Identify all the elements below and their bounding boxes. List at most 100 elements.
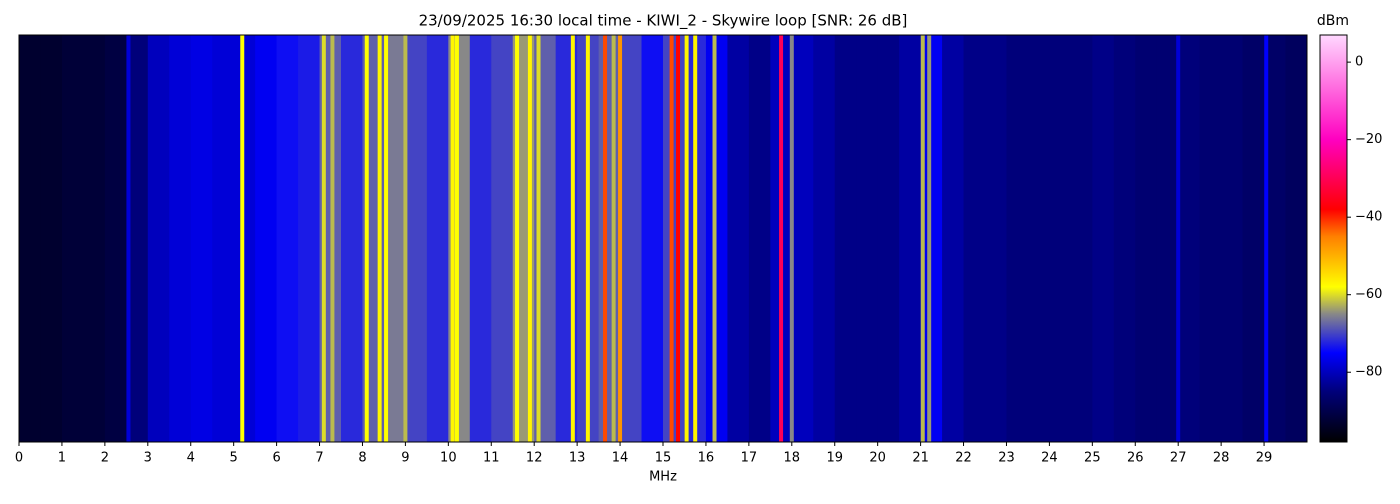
signal-line bbox=[330, 35, 335, 442]
spectrum-band bbox=[791, 35, 814, 442]
spectrum-band bbox=[276, 35, 299, 442]
spectrum-band bbox=[705, 35, 728, 442]
x-tick-label: 22 bbox=[955, 451, 972, 466]
x-tick-label: 19 bbox=[826, 451, 843, 466]
x-tick-label: 14 bbox=[612, 451, 629, 466]
spectrum-band bbox=[1049, 35, 1072, 442]
x-tick-label: 5 bbox=[230, 451, 238, 466]
spectrum-band bbox=[1242, 35, 1265, 442]
spectrum-band bbox=[1006, 35, 1029, 442]
signal-line bbox=[712, 35, 717, 442]
x-tick-label: 24 bbox=[1041, 451, 1058, 466]
colorbar-tick-label: −80 bbox=[1355, 365, 1382, 380]
spectrum-band bbox=[426, 35, 449, 442]
spectrum-band bbox=[1285, 35, 1308, 442]
x-tick-label: 8 bbox=[358, 451, 366, 466]
signal-line bbox=[684, 35, 689, 442]
spectrum-band bbox=[920, 35, 943, 442]
x-tick-label: 4 bbox=[187, 451, 195, 466]
spectrum-band bbox=[298, 35, 321, 442]
x-tick-label: 17 bbox=[741, 451, 758, 466]
spectrum-band bbox=[341, 35, 363, 442]
signal-line bbox=[570, 35, 575, 442]
x-tick-label: 6 bbox=[272, 451, 280, 466]
x-tick-label: 27 bbox=[1170, 451, 1187, 466]
signal-line bbox=[536, 35, 541, 442]
x-axis-label: MHz bbox=[649, 470, 677, 485]
signal-line bbox=[515, 35, 520, 442]
signal-line bbox=[240, 35, 245, 442]
spectrum-band bbox=[1178, 35, 1201, 442]
spectrum-band bbox=[83, 35, 106, 442]
spectrum-band bbox=[727, 35, 750, 442]
signal-line bbox=[321, 35, 326, 442]
x-tick-label: 16 bbox=[698, 451, 715, 466]
x-tick-label: 18 bbox=[784, 451, 801, 466]
spectrum-band bbox=[985, 35, 1007, 442]
spectrum-band bbox=[877, 35, 900, 442]
colorbar-tick-label: 0 bbox=[1355, 55, 1363, 70]
signal-line bbox=[669, 35, 674, 442]
x-tick-label: 26 bbox=[1127, 451, 1144, 466]
spectrum-band bbox=[19, 35, 41, 442]
spectrum-band bbox=[748, 35, 771, 442]
spectrum-band bbox=[813, 35, 836, 442]
signal-line bbox=[927, 35, 932, 442]
x-tick-label: 7 bbox=[315, 451, 323, 466]
x-tick-label: 1 bbox=[58, 451, 66, 466]
signal-line bbox=[527, 35, 532, 442]
signal-line bbox=[693, 35, 698, 442]
spectrum-band bbox=[61, 35, 84, 442]
x-tick-label: 23 bbox=[998, 451, 1015, 466]
x-tick-label: 12 bbox=[526, 451, 543, 466]
x-tick-label: 9 bbox=[401, 451, 409, 466]
signal-line bbox=[384, 35, 389, 442]
colorbar-tick-label: −40 bbox=[1355, 210, 1382, 225]
spectrum-band bbox=[1135, 35, 1158, 442]
signal-line bbox=[403, 35, 408, 442]
signal-line bbox=[611, 35, 616, 442]
spectrum-band bbox=[405, 35, 428, 442]
signal-line bbox=[1176, 35, 1181, 442]
spectrum-band bbox=[383, 35, 406, 442]
signal-line bbox=[789, 35, 794, 442]
spectrum-band bbox=[212, 35, 235, 442]
signal-line bbox=[618, 35, 623, 442]
spectrum-band bbox=[147, 35, 170, 442]
spectrum-band bbox=[1092, 35, 1115, 442]
spectrum-band bbox=[169, 35, 192, 442]
spectrum-band bbox=[899, 35, 922, 442]
spectrum-band bbox=[856, 35, 879, 442]
signal-line bbox=[585, 35, 590, 442]
signal-line bbox=[454, 35, 459, 442]
spectrum-band bbox=[469, 35, 492, 442]
spectrum-band bbox=[1264, 35, 1287, 442]
x-tick-label: 10 bbox=[440, 451, 457, 466]
x-tick-label: 29 bbox=[1256, 451, 1273, 466]
colorbar-tick-label: −60 bbox=[1355, 287, 1382, 302]
spectrum-band bbox=[126, 35, 149, 442]
x-tick-label: 13 bbox=[569, 451, 586, 466]
spectrum-band bbox=[1156, 35, 1179, 442]
signal-line bbox=[676, 35, 681, 442]
x-tick-label: 0 bbox=[15, 451, 23, 466]
signal-line bbox=[1264, 35, 1269, 442]
spectrum-band bbox=[1199, 35, 1222, 442]
x-tick-label: 2 bbox=[101, 451, 109, 466]
spectrum-band bbox=[1113, 35, 1136, 442]
spectrum-band bbox=[641, 35, 664, 442]
signal-line bbox=[779, 35, 784, 442]
spectrum-band bbox=[491, 35, 514, 442]
signal-line bbox=[450, 35, 455, 442]
spectrum-band bbox=[834, 35, 857, 442]
chart-title: 23/09/2025 16:30 local time - KIWI_2 - S… bbox=[419, 12, 908, 31]
spectrum-band bbox=[620, 35, 643, 442]
spectrum-band bbox=[255, 35, 278, 442]
colorbar-label: dBm bbox=[1317, 13, 1349, 29]
x-tick-label: 3 bbox=[144, 451, 152, 466]
signal-line bbox=[920, 35, 925, 442]
signal-line bbox=[364, 35, 369, 442]
spectrum-band bbox=[1221, 35, 1244, 442]
spectrum-band bbox=[190, 35, 213, 442]
